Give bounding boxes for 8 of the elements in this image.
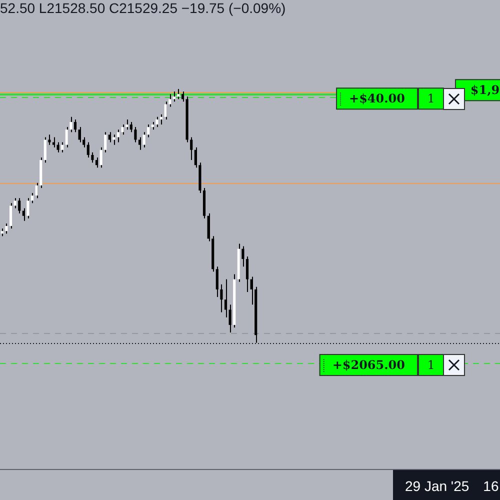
- annotation: +$40.00: [349, 92, 405, 106]
- chart-title: 52.50 L21528.50 C21529.25 −19.75 (−0.09%): [0, 0, 286, 16]
- annotation: +$2065.00: [332, 358, 406, 372]
- text: 29 Jan '25: [405, 478, 470, 494]
- annotation: 1: [427, 92, 435, 106]
- annotation: $1,9: [470, 83, 500, 98]
- text: 16: [483, 478, 499, 494]
- annotation: 1: [427, 358, 435, 372]
